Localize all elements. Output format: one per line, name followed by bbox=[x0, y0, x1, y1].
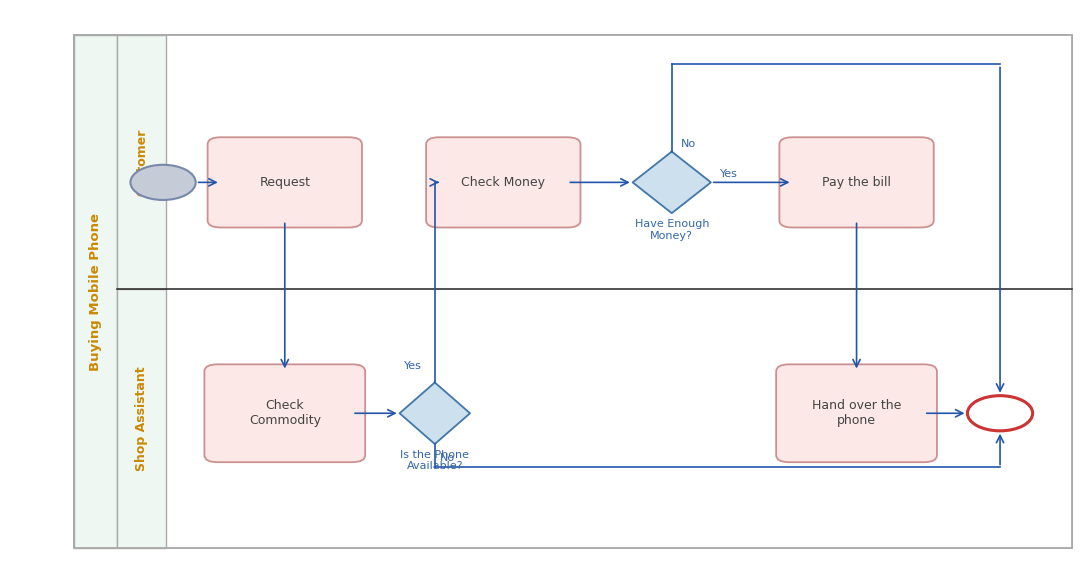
FancyBboxPatch shape bbox=[74, 35, 1072, 548]
Text: Yes: Yes bbox=[720, 169, 737, 179]
FancyBboxPatch shape bbox=[779, 137, 934, 227]
FancyBboxPatch shape bbox=[74, 35, 117, 548]
Text: Buying Mobile Phone: Buying Mobile Phone bbox=[89, 213, 102, 370]
Polygon shape bbox=[633, 152, 711, 213]
Text: Pay the bill: Pay the bill bbox=[822, 176, 891, 189]
Text: Shop Assistant: Shop Assistant bbox=[136, 366, 148, 471]
FancyBboxPatch shape bbox=[776, 364, 937, 462]
Text: Request: Request bbox=[260, 176, 310, 189]
Text: Have Enough
Money?: Have Enough Money? bbox=[635, 219, 709, 241]
FancyBboxPatch shape bbox=[426, 137, 580, 227]
Text: No: No bbox=[440, 453, 455, 463]
Text: Yes: Yes bbox=[404, 361, 422, 371]
Circle shape bbox=[130, 165, 196, 200]
Text: Is the Phone
Available?: Is the Phone Available? bbox=[400, 450, 470, 472]
Polygon shape bbox=[400, 383, 470, 444]
Text: Check Money: Check Money bbox=[461, 176, 546, 189]
Circle shape bbox=[967, 396, 1033, 431]
FancyBboxPatch shape bbox=[208, 137, 362, 227]
Text: Customer: Customer bbox=[136, 128, 148, 196]
FancyBboxPatch shape bbox=[117, 35, 166, 289]
FancyBboxPatch shape bbox=[166, 289, 1072, 548]
Text: Check
Commodity: Check Commodity bbox=[249, 399, 321, 427]
FancyBboxPatch shape bbox=[117, 289, 166, 548]
FancyBboxPatch shape bbox=[204, 364, 365, 462]
FancyBboxPatch shape bbox=[166, 35, 1072, 289]
Text: No: No bbox=[680, 139, 696, 149]
Text: Hand over the
phone: Hand over the phone bbox=[812, 399, 901, 427]
